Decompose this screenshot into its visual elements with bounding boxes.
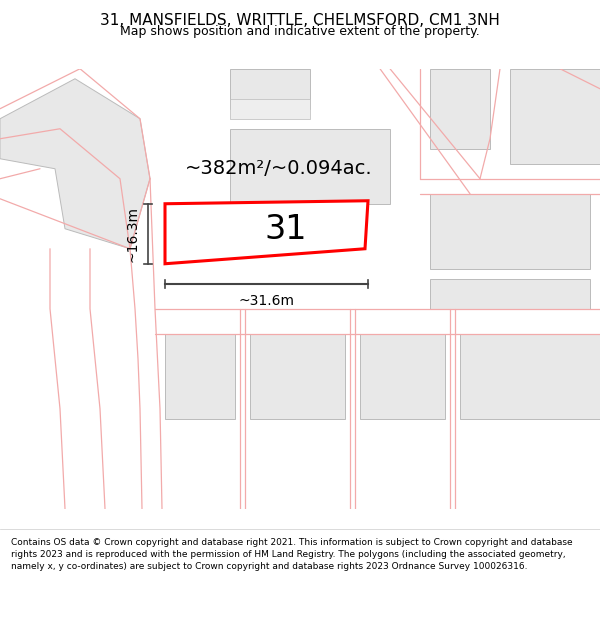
Polygon shape	[175, 207, 310, 257]
Polygon shape	[460, 334, 600, 419]
Text: ~16.3m: ~16.3m	[126, 206, 140, 262]
Polygon shape	[230, 99, 310, 119]
Text: Map shows position and indicative extent of the property.: Map shows position and indicative extent…	[120, 26, 480, 39]
Text: 31, MANSFIELDS, WRITTLE, CHELMSFORD, CM1 3NH: 31, MANSFIELDS, WRITTLE, CHELMSFORD, CM1…	[100, 12, 500, 28]
Text: ~382m²/~0.094ac.: ~382m²/~0.094ac.	[185, 159, 373, 178]
Polygon shape	[165, 334, 235, 419]
Polygon shape	[250, 334, 345, 419]
Polygon shape	[430, 69, 490, 149]
Polygon shape	[510, 69, 600, 164]
Polygon shape	[430, 279, 590, 309]
Polygon shape	[230, 129, 390, 204]
Polygon shape	[360, 334, 445, 419]
Text: Contains OS data © Crown copyright and database right 2021. This information is : Contains OS data © Crown copyright and d…	[11, 538, 572, 571]
Polygon shape	[165, 201, 368, 264]
Polygon shape	[0, 79, 150, 249]
Polygon shape	[430, 194, 590, 269]
Text: 31: 31	[265, 213, 307, 246]
Polygon shape	[230, 69, 310, 109]
Text: ~31.6m: ~31.6m	[239, 294, 295, 308]
